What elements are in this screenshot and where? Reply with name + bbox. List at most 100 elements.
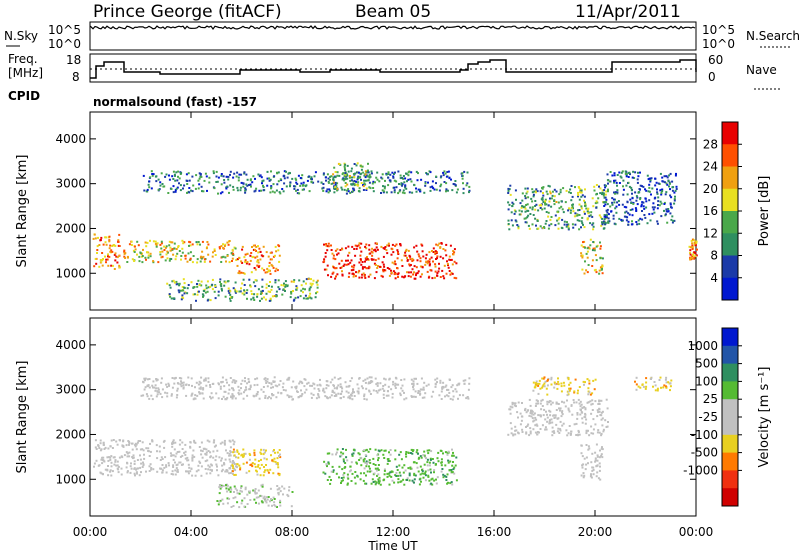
range-gate-cell [192, 184, 195, 187]
range-gate-cell [641, 210, 643, 212]
range-gate-cell [156, 470, 159, 473]
range-gate-cell [341, 387, 344, 390]
range-gate-cell [509, 193, 512, 196]
range-gate-cell [302, 287, 305, 290]
range-gate-cell [406, 180, 408, 183]
range-gate-cell [213, 445, 216, 448]
range-gate-cell [541, 385, 544, 388]
range-gate-cell [557, 417, 560, 420]
range-gate-cell [441, 468, 444, 470]
range-gate-cell [143, 457, 146, 460]
range-gate-cell [193, 293, 196, 296]
range-gate-cell [302, 291, 304, 294]
range-gate-cell [197, 469, 200, 472]
range-gate-cell [149, 450, 152, 453]
range-gate-cell [637, 385, 640, 388]
range-gate-cell [179, 439, 182, 442]
range-gate-cell [206, 241, 209, 243]
range-gate-cell [236, 186, 239, 189]
range-gate-cell [339, 249, 342, 251]
range-gate-cell [274, 281, 277, 284]
colorbar-label: Power [dB] [757, 176, 772, 247]
range-gate-cell [524, 221, 527, 224]
range-gate-cell [445, 190, 447, 193]
range-gate-cell [215, 170, 218, 173]
range-gate-cell [419, 190, 422, 193]
range-gate-cell [257, 261, 260, 264]
range-gate-cell [359, 164, 362, 167]
range-gate-cell [675, 188, 678, 190]
range-gate-cell [530, 412, 533, 415]
range-gate-cell [509, 184, 512, 187]
range-gate-cell [344, 247, 347, 250]
range-gate-cell [537, 227, 540, 230]
range-gate-cell [116, 460, 119, 463]
range-gate-cell [607, 220, 610, 223]
range-gate-cell [544, 222, 547, 225]
range-gate-cell [671, 180, 674, 183]
range-gate-cell [550, 418, 553, 421]
scatter-region-3 [322, 448, 458, 486]
range-gate-cell [694, 252, 697, 255]
range-gate-cell [176, 252, 179, 255]
range-gate-cell [364, 482, 367, 485]
range-gate-cell [557, 222, 560, 225]
range-gate-cell [356, 171, 359, 174]
range-gate-cell [374, 242, 377, 245]
range-gate-cell [446, 260, 448, 263]
range-gate-cell [567, 227, 570, 230]
range-gate-cell [532, 420, 535, 423]
range-gate-cell [589, 244, 592, 247]
range-gate-cell [607, 188, 609, 191]
range-gate-cell [547, 211, 550, 214]
colorbar-swatch [722, 188, 738, 212]
range-gate-cell [192, 286, 195, 289]
range-gate-cell [233, 172, 236, 175]
range-gate-cell [374, 467, 377, 470]
range-gate-cell [566, 399, 568, 402]
range-gate-cell [260, 290, 263, 293]
range-gate-cell [429, 263, 431, 266]
range-gate-cell [353, 184, 356, 187]
range-gate-cell [509, 408, 512, 411]
range-gate-cell [661, 188, 664, 191]
colorbar-swatch [722, 434, 738, 454]
range-gate-cell [209, 260, 212, 263]
range-gate-cell [550, 216, 553, 218]
range-gate-cell [599, 465, 601, 468]
range-gate-cell [673, 198, 676, 200]
range-gate-cell [262, 448, 265, 451]
range-gate-cell [233, 467, 236, 470]
range-gate-cell [429, 457, 432, 460]
range-gate-cell [115, 440, 118, 443]
range-gate-cell [332, 470, 335, 473]
range-gate-cell [182, 242, 185, 245]
range-gate-cell [180, 289, 183, 292]
range-gate-cell [385, 173, 388, 176]
range-gate-cell [285, 170, 287, 173]
range-gate-cell [354, 254, 357, 257]
range-gate-cell [342, 395, 345, 398]
range-gate-cell [297, 296, 300, 299]
range-gate-cell [412, 384, 415, 387]
range-gate-cell [399, 244, 402, 247]
range-gate-cell [334, 181, 337, 184]
range-gate-cell [355, 180, 358, 183]
range-gate-cell [450, 178, 452, 181]
range-gate-cell [197, 187, 200, 190]
range-gate-cell [296, 390, 298, 393]
range-gate-cell [440, 470, 443, 473]
range-gate-cell [445, 384, 448, 387]
range-gate-cell [648, 213, 651, 216]
range-gate-cell [248, 491, 251, 494]
range-gate-cell [338, 174, 341, 177]
range-gate-cell [180, 258, 182, 261]
range-gate-cell [599, 216, 602, 219]
range-gate-cell [259, 451, 262, 454]
range-gate-cell [594, 459, 597, 462]
y-tick-label: 4000 [55, 338, 86, 352]
range-gate-cell [607, 421, 609, 423]
range-gate-cell [295, 178, 298, 181]
range-gate-cell [659, 376, 662, 379]
range-gate-cell [343, 175, 346, 178]
